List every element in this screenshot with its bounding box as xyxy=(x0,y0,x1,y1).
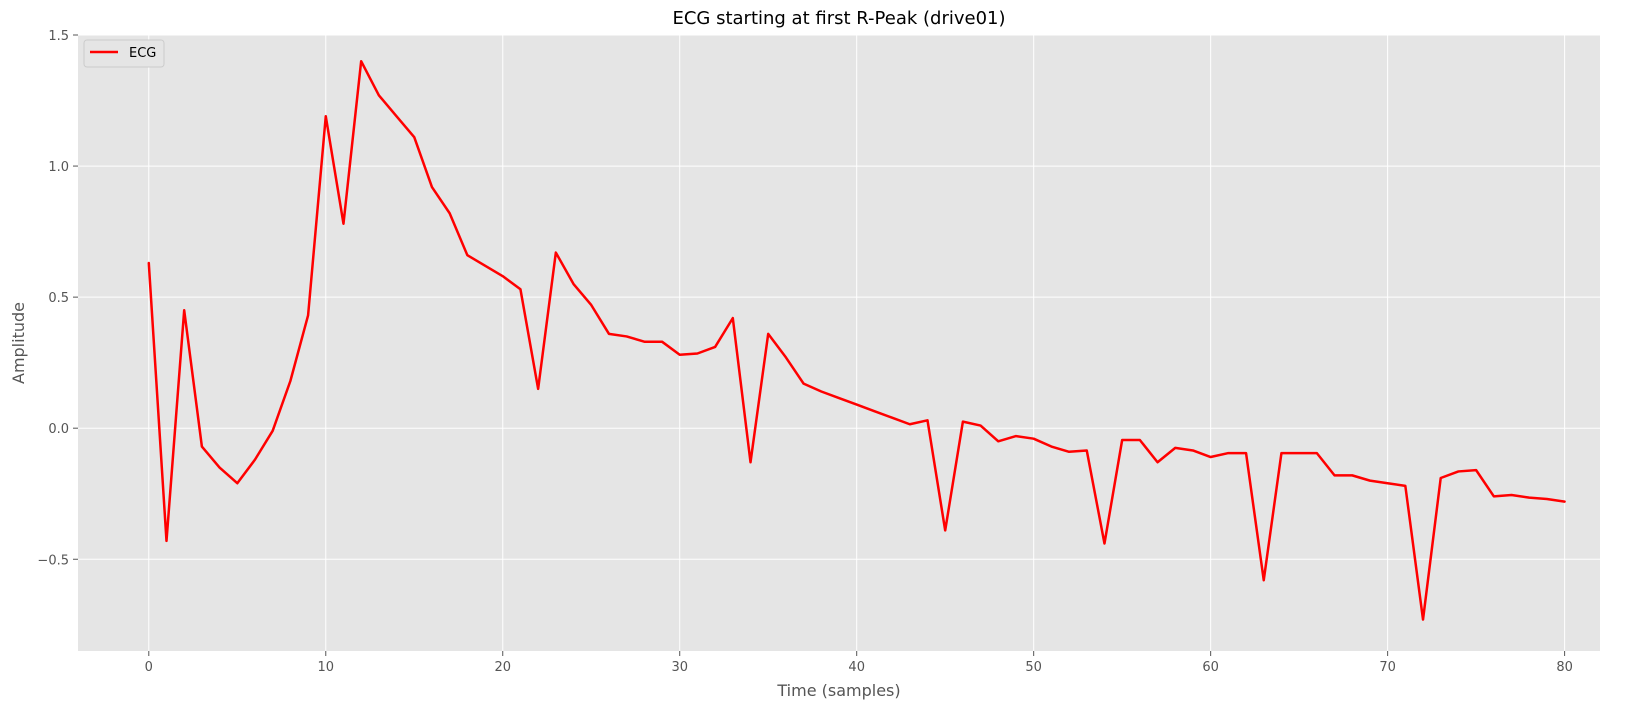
chart-title: ECG starting at first R-Peak (drive01) xyxy=(672,8,1005,29)
x-tick-label: 0 xyxy=(145,660,153,675)
x-tick-label: 20 xyxy=(494,660,511,675)
x-axis-ticks: 0 10 20 30 40 50 60 70 80 xyxy=(145,651,1573,675)
y-axis-label: Amplitude xyxy=(9,302,28,384)
grid-lines xyxy=(78,34,1600,651)
x-tick-label: 60 xyxy=(1202,660,1219,675)
y-axis-ticks: −0.5 0.0 0.5 1.0 1.5 xyxy=(37,29,78,568)
legend-box xyxy=(83,39,165,68)
y-tick-label: 0.5 xyxy=(48,291,69,306)
x-tick-label: 70 xyxy=(1379,660,1396,675)
y-tick-label: 1.0 xyxy=(48,160,69,175)
x-tick-label: 10 xyxy=(317,660,334,675)
x-tick-label: 50 xyxy=(1025,660,1042,675)
x-axis-label: Time (samples) xyxy=(776,681,900,700)
y-tick-label: 0.0 xyxy=(48,422,69,437)
y-tick-label: 1.5 xyxy=(48,29,69,44)
series-line-ecg xyxy=(147,59,1566,621)
series-layer xyxy=(147,59,1566,621)
plot-area xyxy=(78,35,1600,651)
x-tick-label: 30 xyxy=(671,660,688,675)
legend: ECG xyxy=(83,39,165,68)
x-tick-label: 80 xyxy=(1556,660,1573,675)
y-tick-label: −0.5 xyxy=(37,553,69,568)
x-tick-label: 40 xyxy=(848,660,865,675)
legend-label-ecg: ECG xyxy=(129,46,156,61)
